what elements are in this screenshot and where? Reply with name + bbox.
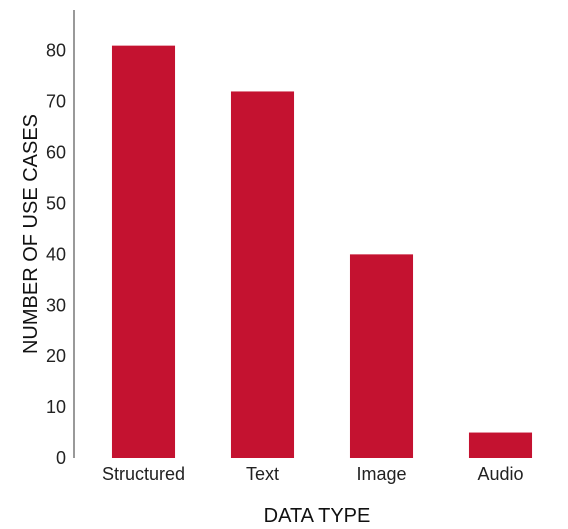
bar-image	[350, 254, 413, 458]
bar-structured	[112, 46, 175, 458]
x-tick-label: Text	[246, 464, 279, 484]
y-tick-label: 10	[46, 397, 66, 417]
y-tick-label: 0	[56, 448, 66, 468]
y-tick-label: 30	[46, 295, 66, 315]
y-axis-title: NUMBER OF USE CASES	[20, 114, 42, 354]
y-tick-label: 70	[46, 92, 66, 112]
bar-text	[231, 91, 294, 458]
y-tick-label: 80	[46, 41, 66, 61]
x-axis-title: DATA TYPE	[264, 505, 371, 527]
y-tick-label: 50	[46, 193, 66, 213]
bars	[112, 46, 532, 458]
x-tick-label: Structured	[102, 464, 185, 484]
y-axis-ticks: 0 10 20 30 40 50 60 70 80	[46, 41, 66, 468]
y-tick-label: 20	[46, 346, 66, 366]
y-tick-label: 40	[46, 244, 66, 264]
y-tick-label: 60	[46, 143, 66, 163]
x-tick-label: Image	[356, 464, 406, 484]
bar-audio	[469, 433, 532, 458]
x-axis-ticks: Structured Text Image Audio	[102, 464, 524, 484]
x-tick-label: Audio	[477, 464, 523, 484]
